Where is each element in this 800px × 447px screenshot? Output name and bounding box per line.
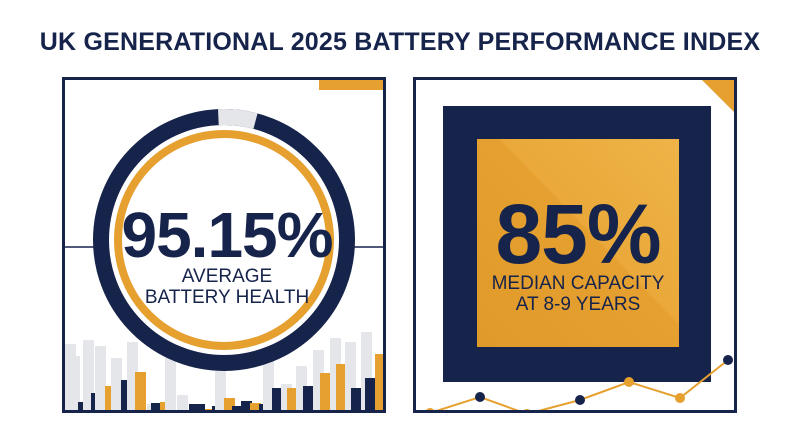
caption-line: AVERAGE	[181, 266, 273, 287]
page-title: UK GENERATIONAL 2025 BATTERY PERFORMANCE…	[39, 28, 761, 56]
decorative-bar	[313, 350, 324, 410]
decorative-bar	[95, 346, 106, 410]
decorative-bar	[127, 342, 138, 410]
decorative-bar	[105, 386, 116, 410]
battery-health-value: 95.15%	[121, 199, 333, 271]
decorative-bar	[272, 388, 283, 410]
ring-background	[96, 112, 352, 368]
battery-health-graphic	[65, 80, 383, 410]
decorative-bar	[303, 386, 314, 410]
decorative-bar	[232, 406, 243, 410]
decorative-bars	[65, 332, 383, 410]
decorative-bar	[241, 401, 252, 410]
decorative-bar	[177, 395, 188, 410]
decorative-point	[524, 409, 530, 410]
ring-remaining	[93, 109, 355, 371]
decorative-bar	[215, 356, 226, 410]
median-capacity-value: 85%	[495, 187, 661, 281]
caption-line: BATTERY HEALTH	[144, 287, 310, 309]
decorative-bar	[345, 342, 356, 410]
caption-line: MEDIAN CAPACITY	[491, 273, 665, 294]
corner-triangle	[702, 80, 734, 112]
decorative-point	[675, 393, 685, 403]
decorative-bar	[151, 403, 162, 410]
decorative-bar	[351, 388, 362, 410]
median-capacity-card: 85% MEDIAN CAPACITY AT 8-9 YEARS	[413, 77, 737, 413]
decorative-bar	[194, 404, 205, 410]
decorative-bar	[205, 409, 216, 410]
decorative-bar	[336, 364, 347, 410]
orange-square	[477, 139, 679, 347]
decorative-point	[624, 377, 634, 387]
decorative-bar	[281, 384, 292, 410]
median-capacity-caption: MEDIAN CAPACITY AT 8-9 YEARS	[416, 273, 734, 316]
decorative-point	[426, 408, 434, 410]
corner-accent	[319, 80, 383, 90]
decorative-bar	[111, 358, 122, 410]
decorative-bar	[165, 346, 176, 410]
decorative-bar	[365, 378, 376, 410]
battery-health-caption: AVERAGE BATTERY HEALTH	[65, 266, 383, 309]
decorative-bar	[330, 338, 341, 410]
decorative-bar	[250, 403, 261, 410]
inner-ring	[114, 130, 334, 350]
decorative-point	[475, 392, 485, 402]
decorative-bar	[224, 398, 235, 410]
decorative-bar	[296, 366, 307, 410]
decorative-bar	[361, 332, 372, 410]
median-capacity-graphic	[426, 80, 734, 410]
decorative-line-chart	[426, 355, 733, 410]
caption-line: AT 8-9 YEARS	[515, 294, 641, 316]
decorative-bar	[69, 356, 80, 410]
decorative-bar	[121, 380, 132, 410]
decorative-bar	[320, 373, 331, 410]
decorative-bar	[135, 372, 146, 410]
decorative-bar	[287, 388, 298, 410]
decorative-bar	[263, 356, 274, 410]
decorative-point	[723, 355, 733, 365]
decorative-bar	[375, 354, 383, 410]
decorative-point	[575, 395, 585, 405]
decorative-bar	[83, 340, 94, 410]
battery-health-card: 95.15% AVERAGE BATTERY HEALTH	[62, 77, 386, 413]
